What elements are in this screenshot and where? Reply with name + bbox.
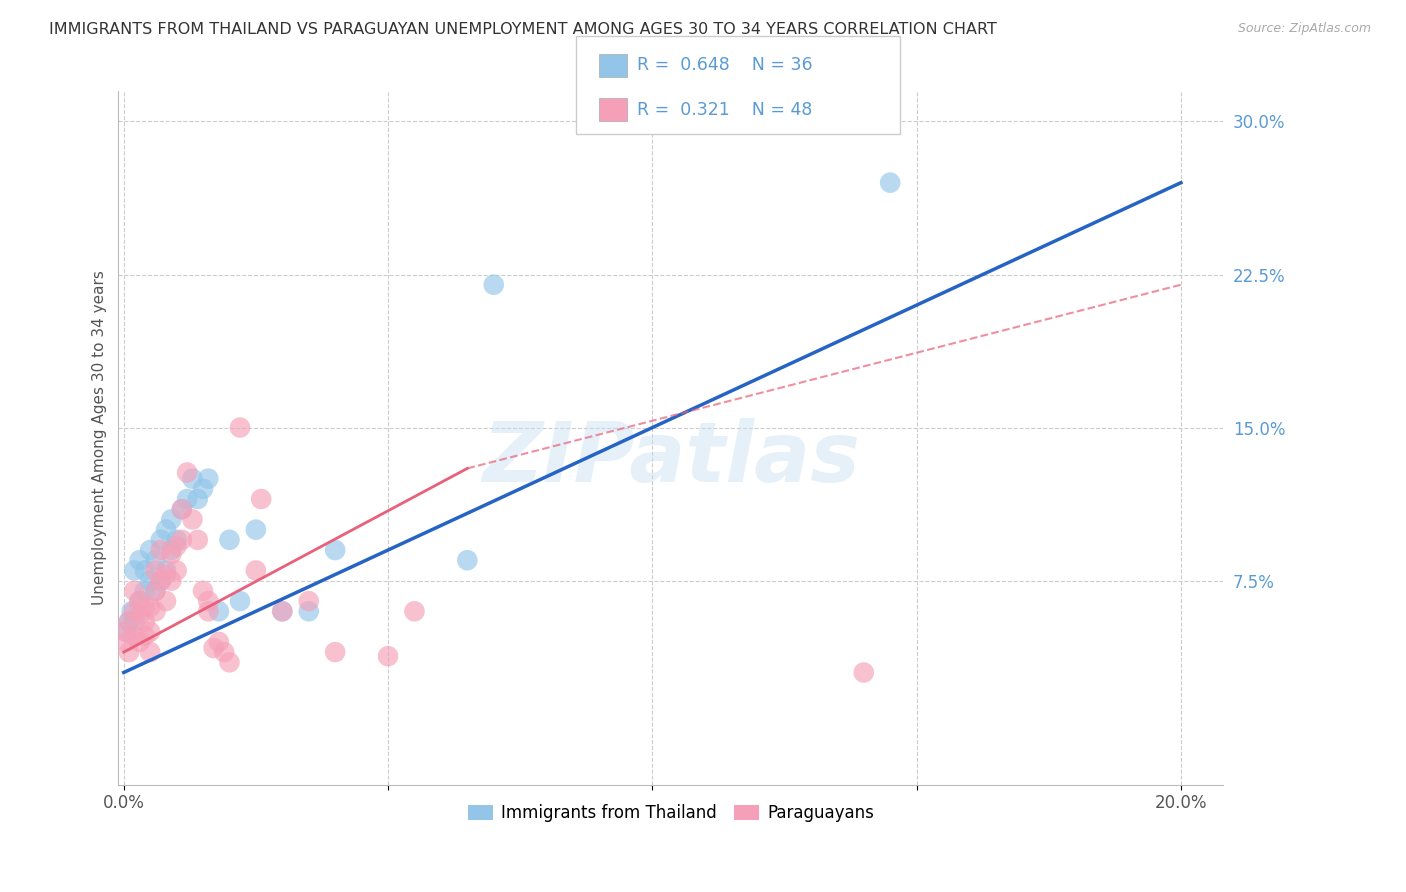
Point (245, 523, 267, 537)
Point (118, 615, 141, 629)
Point (187, 491, 209, 506)
Point (191, 482, 214, 496)
Point (124, 583, 146, 598)
Point (134, 564, 156, 578)
Point (149, 574, 172, 588)
Point (197, 472, 219, 486)
Point (229, 594, 252, 608)
Point (155, 567, 177, 582)
Point (202, 640, 225, 655)
Point (166, 539, 188, 553)
Point (134, 600, 156, 615)
Point (145, 604, 167, 618)
Point (197, 604, 219, 618)
Point (879, 176, 901, 190)
Point (149, 574, 172, 588)
Point (482, 277, 505, 292)
Point (229, 420, 252, 434)
Point (160, 574, 183, 588)
Point (128, 553, 150, 567)
Point (160, 547, 183, 561)
Point (118, 645, 141, 659)
Point (155, 564, 177, 578)
Point (176, 466, 198, 480)
Point (852, 665, 875, 680)
Point (181, 512, 204, 526)
Point (271, 604, 294, 618)
Legend: Immigrants from Thailand, Paraguayans: Immigrants from Thailand, Paraguayans (461, 797, 880, 829)
Point (176, 491, 198, 506)
Point (191, 583, 214, 598)
Point (323, 645, 346, 659)
Point (124, 615, 146, 629)
Point (155, 594, 177, 608)
Point (139, 574, 162, 588)
Point (271, 604, 294, 618)
Point (170, 533, 193, 547)
Point (181, 472, 204, 486)
Point (166, 564, 188, 578)
Point (404, 604, 426, 618)
Point (298, 604, 321, 618)
Point (134, 615, 156, 629)
Text: R =  0.321    N = 48: R = 0.321 N = 48 (637, 101, 813, 119)
Point (145, 583, 167, 598)
Point (145, 564, 167, 578)
Text: Source: ZipAtlas.com: Source: ZipAtlas.com (1237, 22, 1371, 36)
Point (124, 629, 146, 643)
Point (197, 594, 219, 608)
Point (145, 553, 167, 567)
Point (218, 533, 240, 547)
Point (323, 543, 346, 558)
Point (298, 594, 321, 608)
Point (134, 583, 156, 598)
Point (128, 594, 150, 608)
Point (134, 629, 156, 643)
Point (456, 553, 478, 567)
Point (187, 533, 209, 547)
Point (377, 649, 399, 664)
Point (128, 608, 150, 623)
Point (118, 615, 141, 629)
Point (170, 502, 193, 516)
Point (114, 624, 136, 639)
Point (166, 533, 188, 547)
Text: IMMIGRANTS FROM THAILAND VS PARAGUAYAN UNEMPLOYMENT AMONG AGES 30 TO 34 YEARS CO: IMMIGRANTS FROM THAILAND VS PARAGUAYAN U… (49, 22, 997, 37)
Point (139, 645, 162, 659)
Y-axis label: Unemployment Among Ages 30 to 34 years: Unemployment Among Ages 30 to 34 years (93, 270, 107, 606)
Point (250, 491, 273, 506)
Text: R =  0.648    N = 36: R = 0.648 N = 36 (637, 56, 813, 74)
Point (208, 604, 231, 618)
Point (145, 583, 167, 598)
Point (160, 512, 183, 526)
Point (212, 645, 235, 659)
Point (149, 543, 172, 558)
Point (121, 604, 143, 618)
Point (139, 600, 162, 615)
Point (128, 594, 150, 608)
Point (128, 635, 150, 649)
Point (160, 543, 183, 558)
Point (124, 564, 146, 578)
Point (245, 564, 267, 578)
Text: ZIPatlas: ZIPatlas (482, 418, 859, 500)
Point (115, 635, 138, 649)
Point (124, 604, 146, 618)
Point (139, 624, 162, 639)
Point (149, 533, 172, 547)
Point (155, 523, 177, 537)
Point (139, 543, 162, 558)
Point (218, 655, 240, 669)
Point (170, 502, 193, 516)
Point (208, 635, 231, 649)
Point (115, 624, 138, 639)
